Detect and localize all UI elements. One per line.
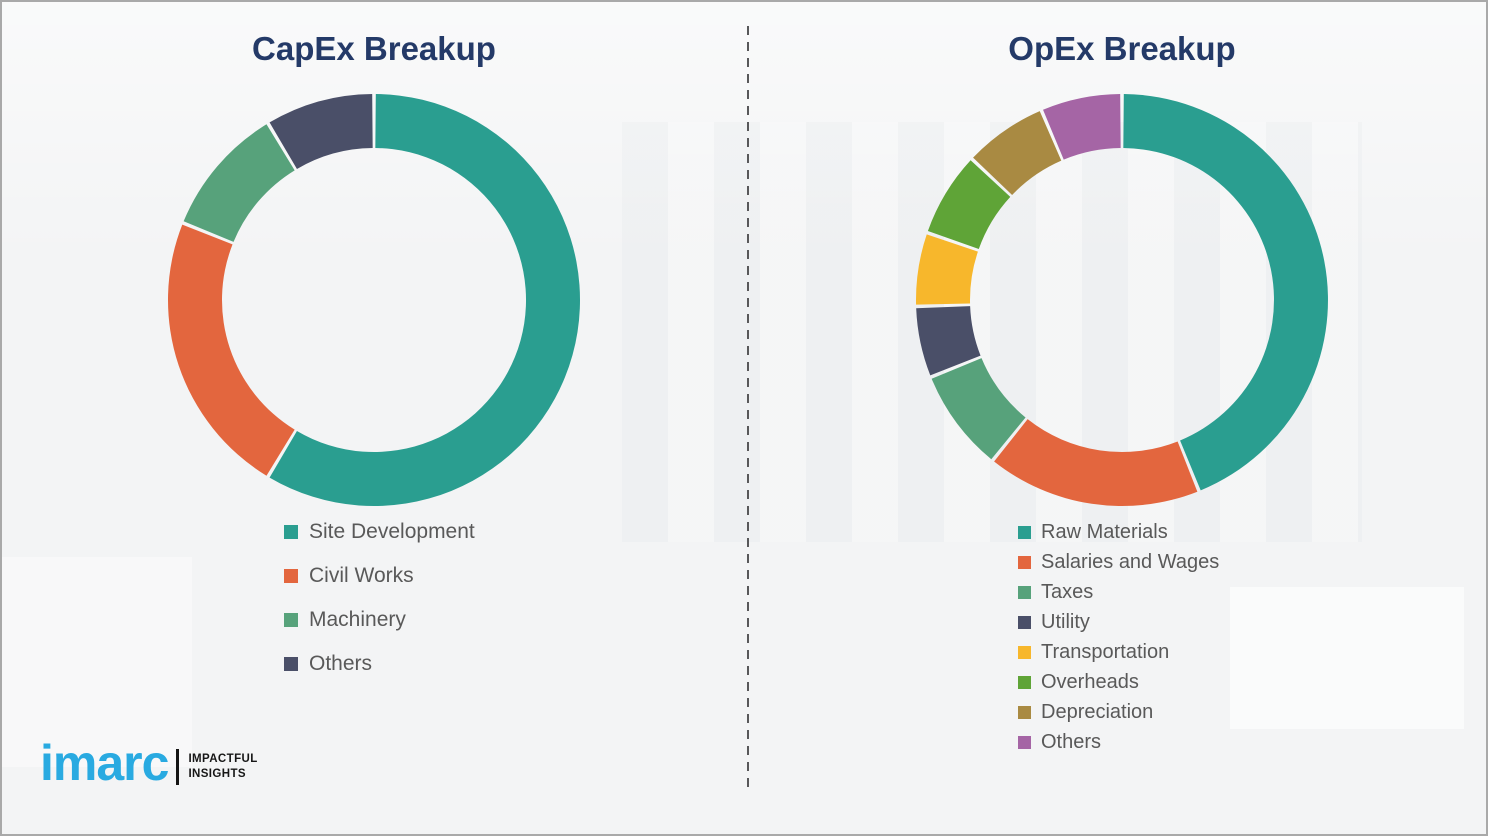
logo-divider-bar	[176, 749, 180, 785]
panel-divider	[747, 26, 749, 792]
legend-label: Transportation	[1041, 640, 1170, 663]
legend-label: Machinery	[309, 608, 406, 631]
opex-legend-item-transportation: Transportation	[1018, 637, 1219, 667]
opex-legend-item-salaries-and-wages: Salaries and Wages	[1018, 547, 1219, 577]
legend-label: Others	[1041, 730, 1102, 753]
legend-swatch	[284, 657, 298, 671]
legend-label: Overheads	[1041, 670, 1139, 693]
opex-legend: Raw Materials Salaries and Wages Taxes Util…	[1018, 517, 1219, 757]
legend-swatch	[1018, 705, 1031, 719]
legend-swatch	[1018, 555, 1031, 569]
opex-legend-item-raw-materials: Raw Materials	[1018, 517, 1219, 547]
opex-legend-item-utility: Utility	[1018, 607, 1219, 637]
legend-label: Depreciation	[1041, 700, 1154, 723]
opex-segment-taxes	[931, 358, 1026, 460]
capex-legend: Site Development Civil Works Machinery Othe…	[284, 510, 475, 686]
legend-label: Site Development	[309, 520, 475, 543]
logo-tagline: IMPACTFUL INSIGHTS	[188, 752, 257, 782]
logo-tagline-line1: IMPACTFUL	[188, 753, 258, 766]
capex-legend-item-civil-works: Civil Works	[284, 554, 475, 598]
capex-legend-item-others: Others	[284, 642, 475, 686]
legend-swatch	[1018, 525, 1031, 539]
capex-legend-item-site-development: Site Development	[284, 510, 475, 554]
opex-segment-transportation	[915, 234, 978, 305]
opex-legend-item-others: Others	[1018, 727, 1219, 757]
legend-swatch	[1018, 645, 1031, 659]
legend-label: Others	[309, 652, 373, 675]
opex-segment-utility	[916, 306, 981, 376]
opex-segment-salaries-and-wages	[994, 419, 1198, 507]
legend-swatch	[1018, 585, 1031, 599]
legend-label: Raw Materials	[1041, 520, 1168, 543]
opex-donut-chart	[915, 94, 1328, 507]
capex-segment-civil-works	[167, 224, 295, 476]
legend-swatch	[1018, 615, 1031, 629]
capex-segment-machinery	[183, 124, 295, 242]
opex-segment-depreciation	[973, 111, 1062, 195]
capex-legend-item-machinery: Machinery	[284, 598, 475, 642]
legend-label: Salaries and Wages	[1041, 550, 1220, 573]
opex-segment-others	[1043, 94, 1121, 160]
legend-label: Civil Works	[309, 564, 414, 587]
legend-swatch	[284, 569, 298, 583]
opex-segment-raw-materials	[1123, 94, 1328, 491]
legend-swatch	[1018, 675, 1031, 689]
opex-legend-item-taxes: Taxes	[1018, 577, 1219, 607]
legend-swatch	[284, 613, 298, 627]
opex-chart-title: OpEx Breakup	[1008, 30, 1236, 67]
capex-donut-chart	[167, 94, 581, 507]
opex-segment-overheads	[927, 160, 1011, 250]
capex-chart-title: CapEx Breakup	[252, 30, 496, 67]
opex-legend-item-depreciation: Depreciation	[1018, 697, 1219, 727]
legend-swatch	[1018, 735, 1031, 749]
capex-segment-others	[269, 94, 373, 169]
legend-label: Utility	[1041, 610, 1090, 633]
capex-segment-site-development	[269, 94, 581, 507]
logo-tagline-line2: INSIGHTS	[188, 768, 246, 780]
legend-label: Taxes	[1041, 580, 1094, 603]
background-watermark	[1230, 587, 1464, 729]
opex-legend-item-overheads: Overheads	[1018, 667, 1219, 697]
legend-swatch	[284, 525, 298, 539]
imarc-logo: imarc IMPACTFUL INSIGHTS	[40, 738, 258, 788]
imarc-logo-text: imarc	[40, 735, 169, 791]
